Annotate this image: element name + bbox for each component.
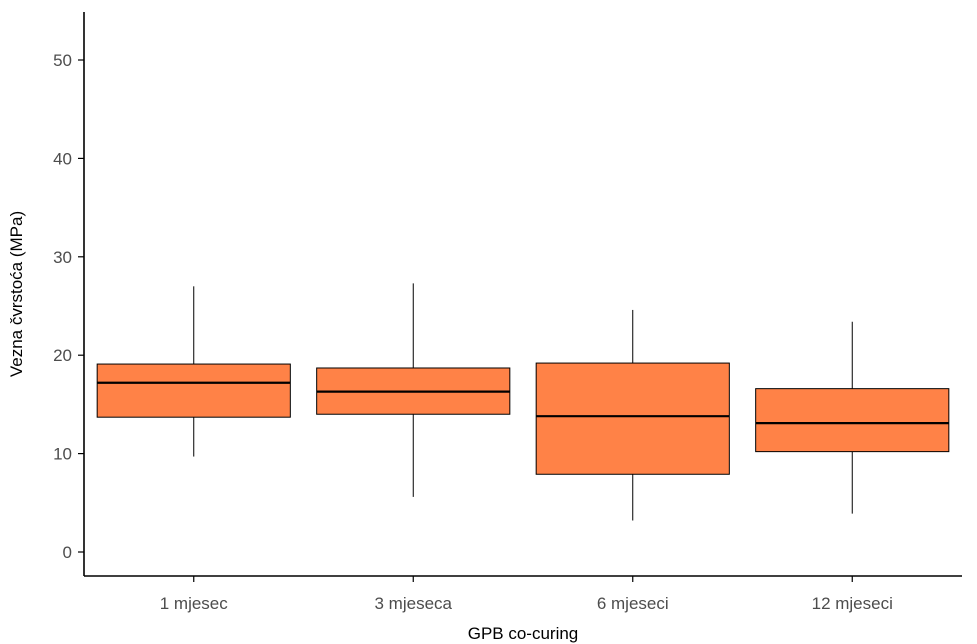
x-axis-title: GPB co-curing [468,624,579,643]
y-tick-label: 0 [63,543,72,562]
y-tick-label: 40 [53,149,72,168]
x-tick-label: 3 mjeseca [375,594,453,613]
y-tick-label: 50 [53,51,72,70]
box-4 [755,321,950,514]
y-axis-ticks: 0 10 20 30 40 50 [53,51,84,562]
x-tick-label: 6 mjeseci [597,594,669,613]
x-tick-label: 1 mjesec [160,594,229,613]
iqr-box [755,388,950,453]
box-1 [96,286,291,457]
y-axis-title: Vezna čvrstoća (MPa) [7,211,26,377]
y-tick-label: 10 [53,445,72,464]
y-tick-label: 20 [53,346,72,365]
iqr-box [96,363,291,418]
iqr-box [535,362,730,475]
x-tick-label: 12 mjeseci [812,594,893,613]
box-2 [316,283,511,497]
boxes-layer [96,283,950,521]
y-tick-label: 30 [53,248,72,267]
box-3 [535,309,730,521]
x-axis-ticks: 1 mjesec 3 mjeseca 6 mjeseci 12 mjeseci [160,576,893,613]
